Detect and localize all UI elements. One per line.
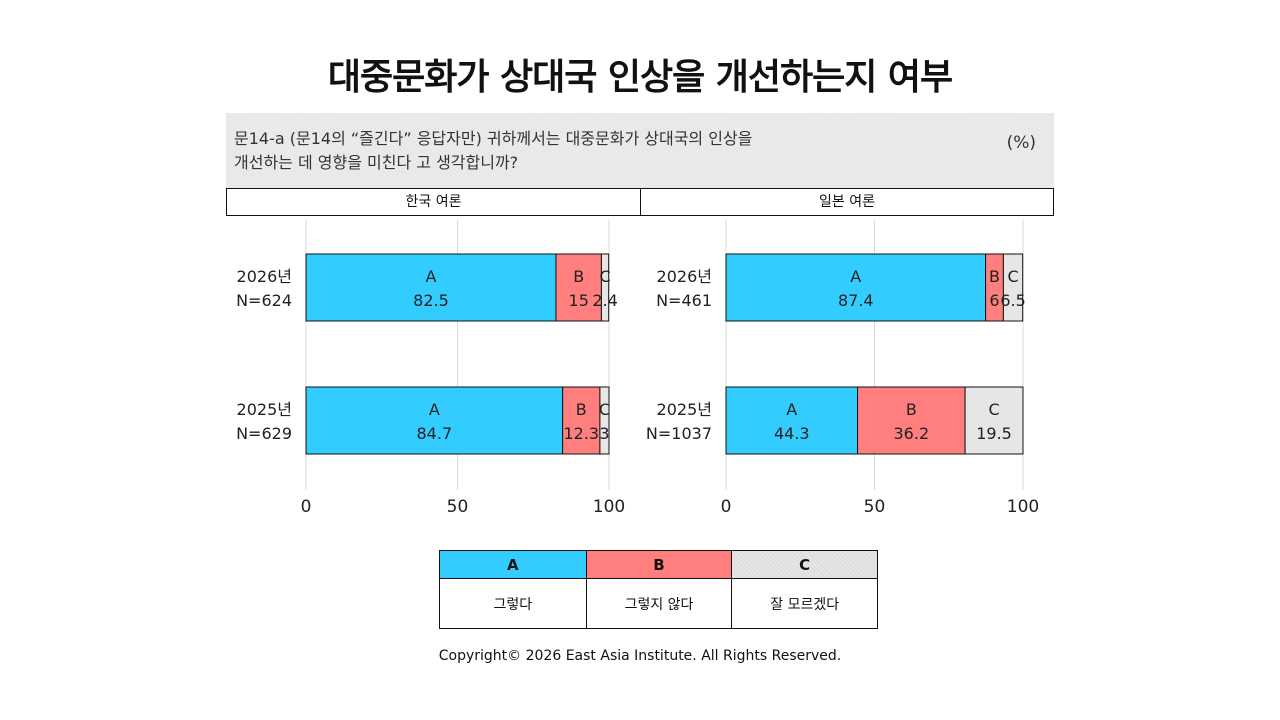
unit-label: (%): [1006, 133, 1036, 153]
bar-value-label-korea-1-C: 3: [599, 424, 609, 443]
bar-segment-japan-0-B: [985, 253, 1004, 322]
bar-segment-korea-1-B: [562, 386, 601, 455]
panel-header-japan: 일본 여론: [640, 188, 1054, 216]
category-label-japan-0: N=461: [656, 291, 712, 310]
bar-series-label-japan-1-B: B: [906, 400, 917, 419]
bar-series-label-korea-0-C: C: [599, 267, 610, 286]
question-box: 문14-a (문14의 “즐긴다” 응답자만) 귀하께서는 대중문화가 상대국의…: [226, 113, 1054, 188]
bar-series-label-korea-1-B: B: [576, 400, 587, 419]
x-tick-label-korea-50: 50: [447, 497, 469, 517]
x-tick-label-korea-100: 100: [593, 497, 625, 517]
bar-value-label-japan-1-B: 36.2: [894, 424, 930, 443]
legend-label-c: 잘 모르겠다: [731, 579, 877, 628]
bar-segment-japan-0-A: [725, 253, 987, 322]
bar-segment-korea-1-A: [305, 386, 564, 455]
bar-series-label-japan-0-B: B: [989, 267, 1000, 286]
bar-segment-korea-0-C: [600, 253, 610, 322]
x-tick-label-japan-0: 0: [721, 497, 732, 517]
bar-segment-korea-0-A: [305, 253, 557, 322]
bar-series-label-japan-1-C: C: [988, 400, 999, 419]
legend-key-b: B: [585, 551, 732, 579]
bar-series-label-japan-1-A: A: [786, 400, 797, 419]
bar-value-label-japan-1-C: 19.5: [976, 424, 1012, 443]
legend-label-b: 그렇지 않다: [585, 579, 732, 628]
bar-series-label-korea-1-A: A: [429, 400, 440, 419]
category-label-korea-0: N=624: [236, 291, 292, 310]
bar-segment-japan-1-A: [725, 386, 859, 455]
bar-value-label-korea-0-A: 82.5: [413, 291, 449, 310]
bar-value-label-japan-0-A: 87.4: [838, 291, 874, 310]
legend: A B C 그렇다 그렇지 않다 잘 모르겠다: [439, 550, 878, 629]
legend-label-a: 그렇다: [493, 596, 533, 613]
x-tick-label-japan-50: 50: [864, 497, 886, 517]
chart-title: 대중문화가 상대국 인상을 개선하는지 여부: [327, 57, 953, 98]
bar-value-label-japan-0-C: 6.5: [1000, 291, 1025, 310]
panel-header-korea: 한국 여론: [226, 188, 641, 216]
bar-segment-japan-1-B: [857, 386, 966, 455]
x-tick-label-korea-0: 0: [301, 497, 312, 517]
bar-series-label-japan-0-A: A: [850, 267, 861, 286]
legend-key-c: C: [731, 551, 877, 579]
bar-series-label-japan-0-C: C: [1007, 267, 1018, 286]
category-label-japan-1: 2025년: [657, 400, 712, 419]
bar-segment-korea-1-C: [599, 386, 610, 455]
bar-value-label-korea-0-B: 15: [569, 291, 589, 310]
category-label-japan-1: N=1037: [646, 424, 712, 443]
bar-value-label-japan-1-A: 44.3: [774, 424, 810, 443]
bar-segment-japan-1-C: [964, 386, 1024, 455]
bar-series-label-korea-0-A: A: [426, 267, 437, 286]
category-label-japan-0: 2026년: [657, 267, 712, 286]
bar-value-label-japan-0-B: 6: [989, 291, 999, 310]
bar-value-label-korea-0-C: 2.4: [592, 291, 617, 310]
question-text: 문14-a (문14의 “즐긴다” 응답자만) 귀하께서는 대중문화가 상대국의…: [234, 129, 753, 172]
category-label-korea-1: N=629: [236, 424, 292, 443]
bar-series-label-korea-0-B: B: [573, 267, 584, 286]
x-tick-label-japan-100: 100: [1007, 497, 1039, 517]
category-label-korea-1: 2025년: [237, 400, 292, 419]
bar-segment-korea-0-B: [555, 253, 602, 322]
copyright-footer: Copyright© 2026 East Asia Institute. All…: [438, 648, 842, 664]
legend-key-a: A: [440, 551, 586, 579]
bar-value-label-korea-1-B: 12.3: [563, 424, 599, 443]
bar-series-label-korea-1-C: C: [599, 400, 610, 419]
bar-value-label-korea-1-A: 84.7: [417, 424, 453, 443]
category-label-korea-0: 2026년: [237, 267, 292, 286]
bar-segment-japan-0-C: [1002, 253, 1024, 322]
